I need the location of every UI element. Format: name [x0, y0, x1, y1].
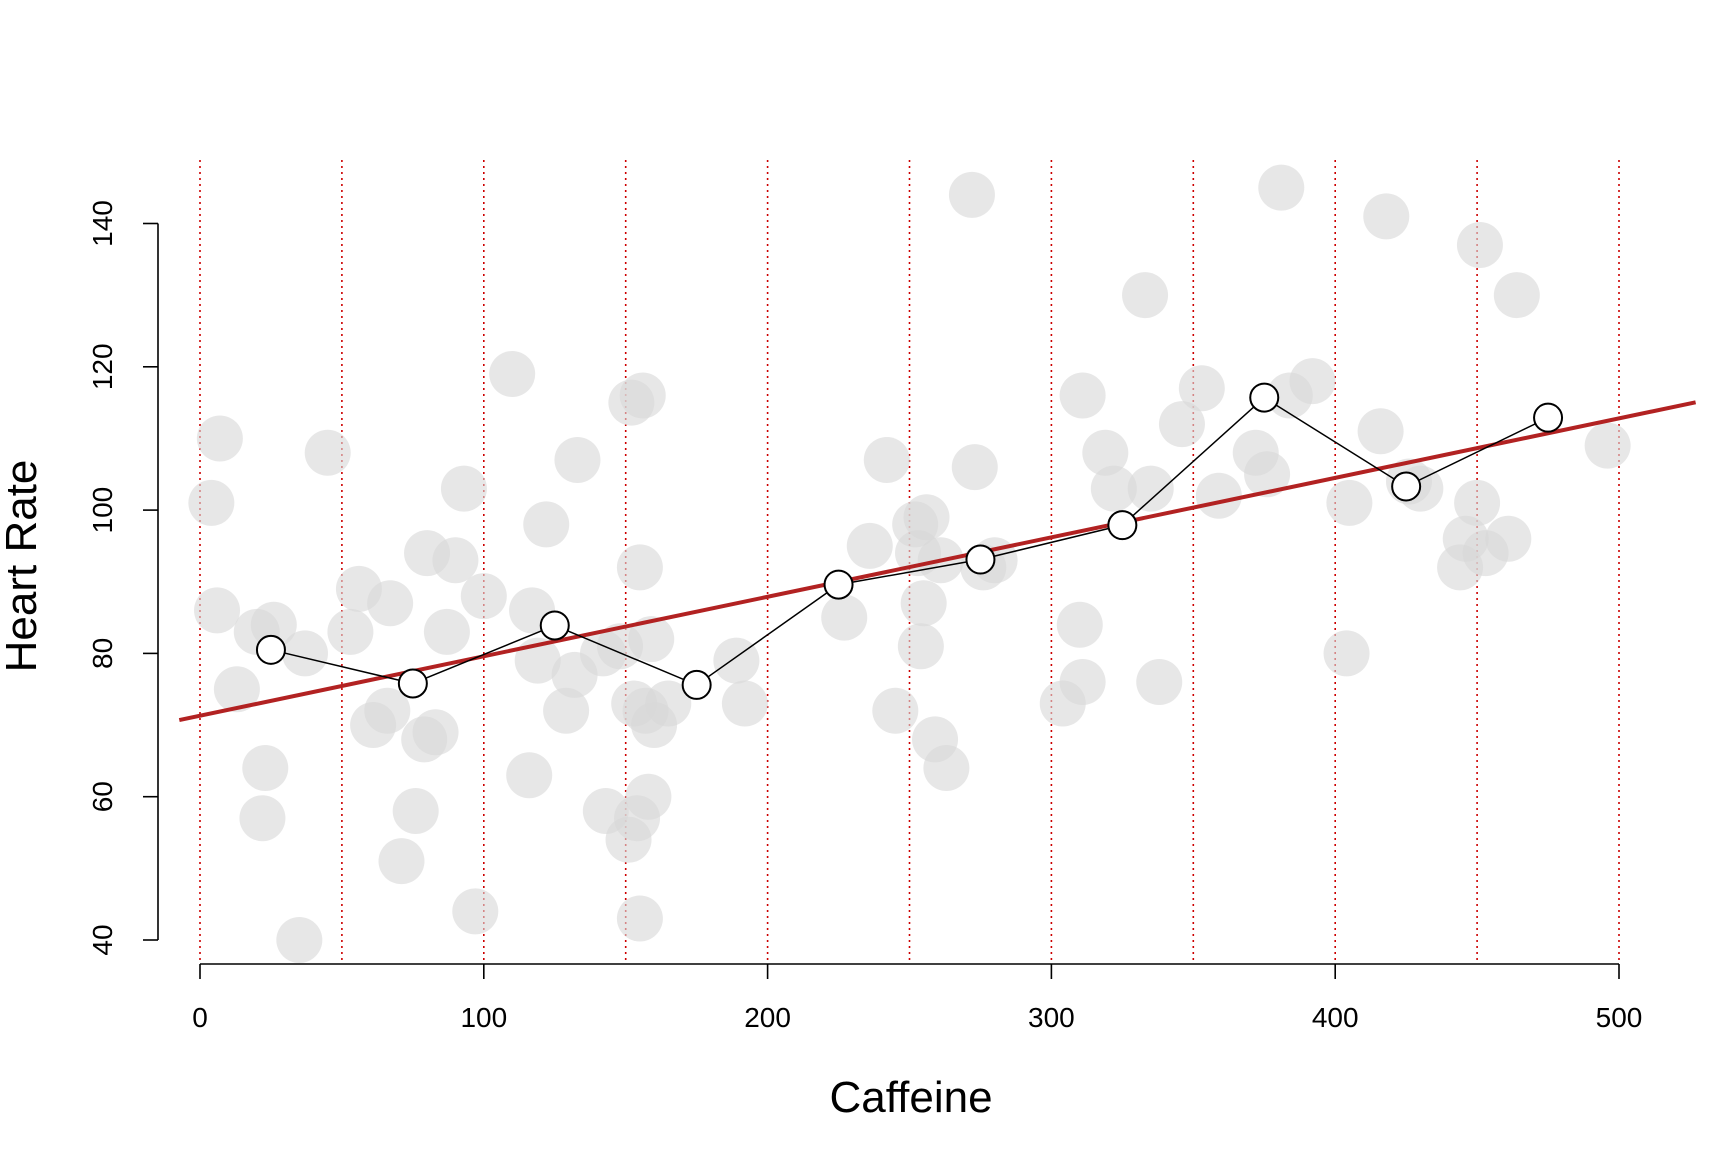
bin-mean-point [1391, 471, 1422, 502]
scatter-point [1357, 408, 1404, 455]
bin-mean-line [270, 396, 1549, 686]
scatter-point [616, 544, 663, 591]
scatter-point [364, 687, 411, 734]
scatter-point [1323, 630, 1370, 677]
scatter-point [1289, 358, 1336, 405]
scatter-point [1244, 451, 1291, 498]
y-tick-label: 40 [87, 924, 118, 955]
scatter-point [1122, 272, 1169, 319]
scatter-point [460, 573, 507, 620]
scatter-point [1158, 401, 1205, 448]
scatter-point [392, 788, 439, 835]
y-tick-label: 60 [87, 781, 118, 812]
scatter-point [1178, 365, 1225, 412]
scatter-point [1456, 221, 1503, 268]
scatter-point [327, 608, 374, 655]
scatter-point [1195, 472, 1242, 519]
scatter-point [1059, 372, 1106, 419]
x-axis: 0 100 200 300 400 500 [192, 963, 1643, 1033]
scatter-point [1082, 429, 1129, 476]
regression-layer [178, 400, 1697, 723]
regression-line [178, 400, 1697, 723]
scatter-point [846, 522, 893, 569]
scatter-points [188, 164, 1631, 963]
scatter-point [951, 444, 998, 491]
scatter-point [188, 479, 235, 526]
scatter-point [948, 171, 995, 218]
scatter-point [412, 709, 459, 756]
y-tick-label: 140 [87, 200, 118, 247]
scatter-point [452, 888, 499, 935]
x-tick-label: 300 [1028, 1002, 1075, 1033]
y-tick-label: 100 [87, 487, 118, 534]
scatter-point [523, 501, 570, 548]
y-tick-label: 120 [87, 343, 118, 390]
bin-mean-point [1107, 510, 1138, 541]
scatter-point [440, 465, 487, 512]
scatter-point [1056, 601, 1103, 648]
x-axis-title: Caffeine [829, 1073, 992, 1122]
scatter-point [1059, 659, 1106, 706]
x-tick-label: 500 [1596, 1002, 1643, 1033]
scatter-point [239, 795, 286, 842]
y-axis-title: Heart Rate [0, 460, 46, 673]
bin-mean-point [255, 634, 286, 665]
scatter-point [506, 752, 553, 799]
scatter-point [432, 537, 479, 584]
scatter-point [897, 623, 944, 670]
bin-mean-point [823, 569, 854, 600]
scatter-point [1326, 479, 1373, 526]
scatter-point [250, 601, 297, 648]
bin-mean-point [681, 669, 712, 700]
scatter-point [721, 680, 768, 727]
scatter-point [872, 687, 919, 734]
scatter-point [713, 637, 760, 684]
scatter-point [923, 745, 970, 792]
scatter-point [619, 372, 666, 419]
bin-mean-point [397, 668, 428, 699]
scatter-point [282, 630, 329, 677]
bin-mean-point [965, 544, 996, 575]
scatter-point [423, 608, 470, 655]
scatter-point [196, 415, 243, 462]
x-tick-label: 200 [744, 1002, 791, 1033]
scatter-point [554, 436, 601, 483]
scatter-point [213, 666, 260, 713]
scatter-point [625, 773, 672, 820]
y-tick-label: 80 [87, 638, 118, 669]
bin-mean-point [1249, 382, 1280, 413]
x-tick-label: 100 [460, 1002, 507, 1033]
scatter-point [378, 838, 425, 885]
scatter-point [242, 745, 289, 792]
scatter-point [1363, 193, 1410, 240]
scatter-point [304, 429, 351, 476]
scatter-point [1584, 422, 1631, 469]
scatter-point [1136, 659, 1183, 706]
x-tick-label: 0 [192, 1002, 208, 1033]
scatter-point [194, 587, 241, 634]
scatter-point [821, 594, 868, 641]
scatter-point [1485, 515, 1532, 562]
scatter-point [1493, 272, 1540, 319]
scatter-point [543, 687, 590, 734]
x-tick-label: 400 [1312, 1002, 1359, 1033]
bin-mean-point [1533, 402, 1564, 433]
bin-means [255, 382, 1564, 700]
scatter-point [1090, 465, 1137, 512]
y-axis: 40 60 80 100 120 140 [87, 200, 159, 956]
scatter-point [628, 616, 675, 663]
scatter-point [489, 350, 536, 397]
bin-mean-point [539, 610, 570, 641]
scatter-point [1454, 479, 1501, 526]
scatter-point [367, 580, 414, 627]
scatter-point [645, 680, 692, 727]
scatter-point [903, 494, 950, 541]
scatter-point [276, 917, 323, 963]
scatter-point [616, 895, 663, 942]
scatter-point [863, 436, 910, 483]
scatter-point [1127, 465, 1174, 512]
scatter-point [900, 580, 947, 627]
scatter-point [1258, 164, 1305, 211]
